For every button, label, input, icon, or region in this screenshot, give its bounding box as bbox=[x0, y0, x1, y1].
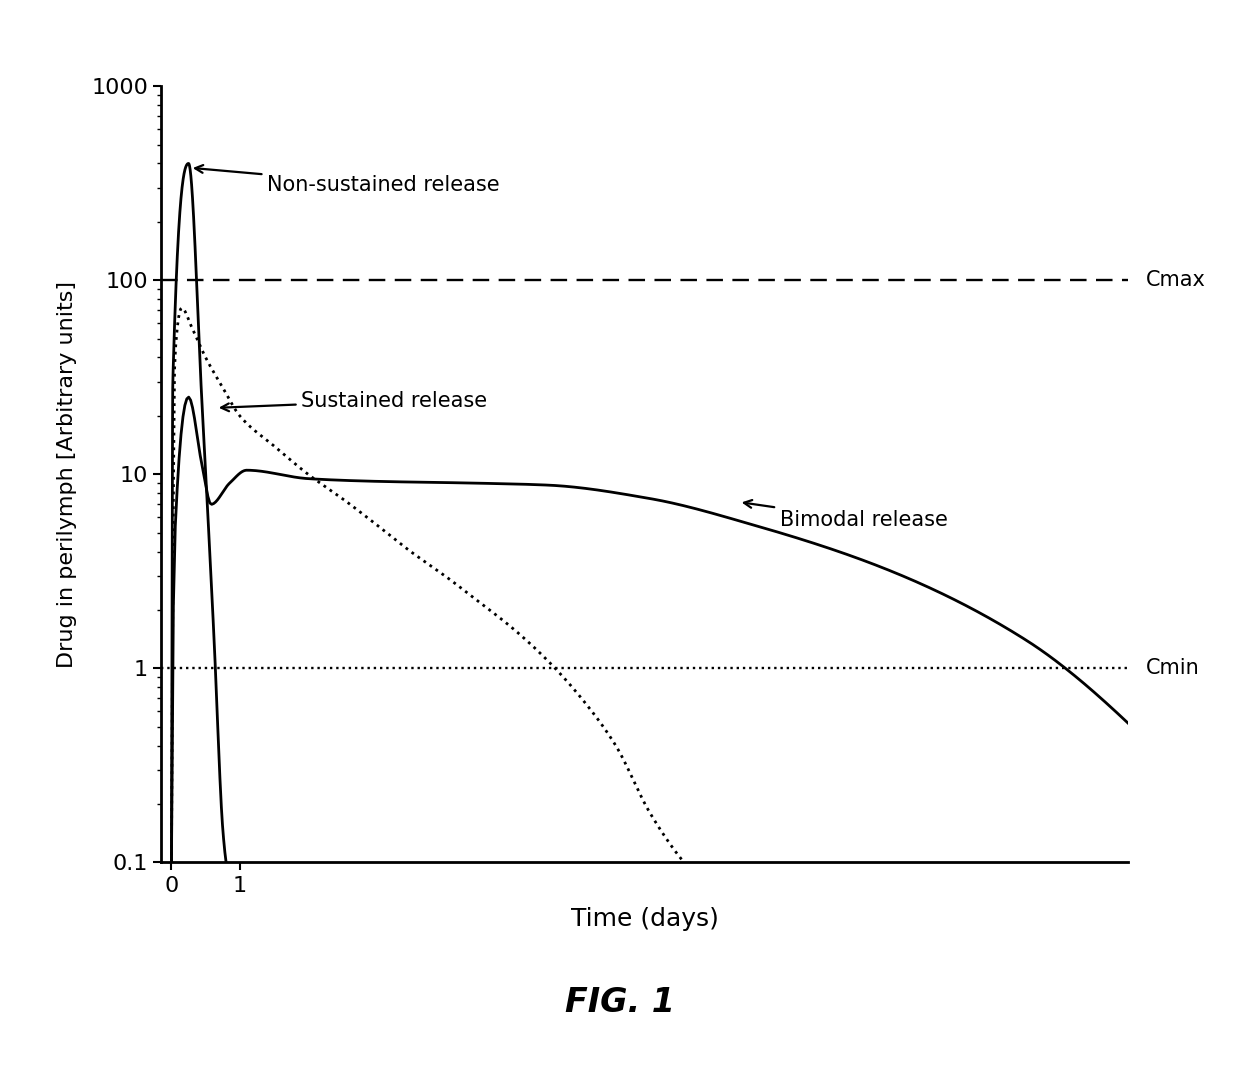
Text: Bimodal release: Bimodal release bbox=[744, 500, 947, 530]
Text: Cmax: Cmax bbox=[1146, 271, 1205, 290]
Text: Sustained release: Sustained release bbox=[221, 390, 487, 411]
Text: FIG. 1: FIG. 1 bbox=[565, 986, 675, 1019]
Text: Cmin: Cmin bbox=[1146, 659, 1199, 678]
Y-axis label: Drug in perilymph [Arbitrary units]: Drug in perilymph [Arbitrary units] bbox=[57, 281, 77, 667]
Text: Non-sustained release: Non-sustained release bbox=[195, 165, 500, 195]
X-axis label: Time (days): Time (days) bbox=[570, 907, 719, 930]
